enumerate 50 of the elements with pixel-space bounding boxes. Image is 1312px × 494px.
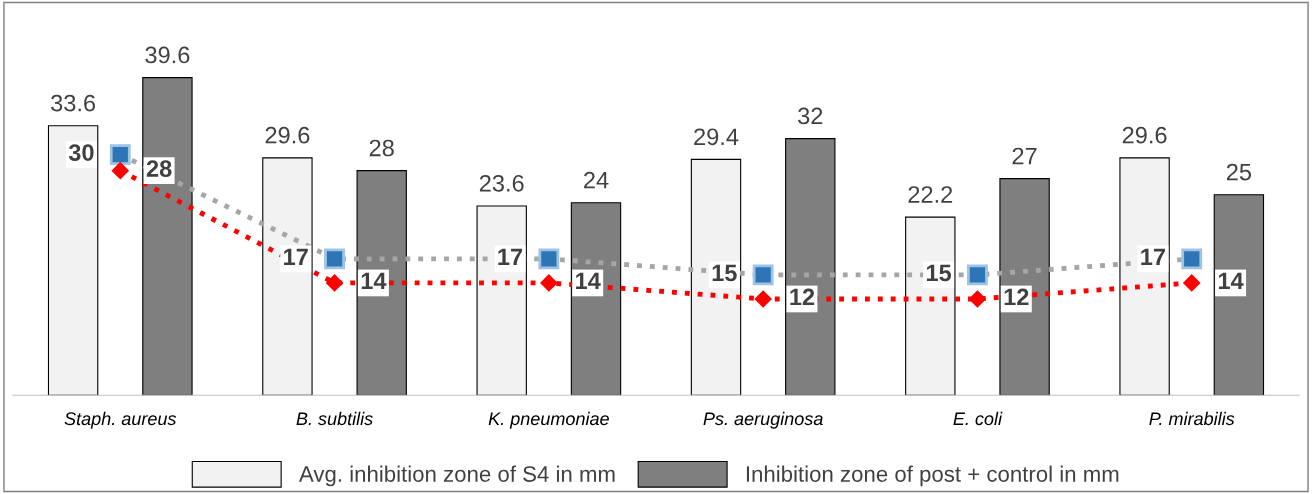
data-label: 12 — [790, 288, 815, 306]
bar — [476, 205, 527, 396]
data-label: 14 — [361, 272, 387, 290]
data-label: 28 — [146, 160, 172, 177]
bar — [999, 178, 1050, 396]
bar — [47, 125, 99, 396]
data-label: 25 — [1226, 163, 1252, 181]
bar — [356, 170, 407, 396]
x-tick-label: K. pneumoniae — [488, 411, 609, 429]
x-tick-label: Ps. aeruginosa — [703, 411, 823, 429]
point — [326, 274, 344, 292]
point — [1183, 274, 1201, 292]
data-label: 17 — [1141, 248, 1165, 265]
data-label: 29.6 — [1122, 126, 1167, 144]
data-label: 17 — [498, 248, 523, 265]
data-label: 15 — [712, 264, 737, 282]
bar — [1119, 157, 1170, 396]
data-label: 15 — [926, 264, 952, 282]
x-tick-label: E. coli — [953, 411, 1003, 426]
point — [968, 290, 986, 308]
data-label: 28 — [369, 139, 394, 157]
legend-label: Inhibition zone of post + control in mm — [746, 465, 1119, 487]
data-label: 33.6 — [51, 94, 96, 112]
data-label: 24 — [584, 171, 609, 189]
data-label: 27 — [1012, 147, 1037, 165]
data-label: 14 — [1218, 272, 1244, 290]
point — [540, 274, 558, 292]
data-label: 39.6 — [145, 46, 190, 64]
bar — [905, 216, 956, 396]
bar — [785, 138, 836, 396]
bar — [1213, 194, 1265, 396]
data-label: 23.6 — [479, 174, 524, 192]
point — [111, 162, 129, 180]
bar — [262, 157, 313, 396]
legend-label: Avg. inhibition zone of S4 in mm — [298, 465, 615, 487]
data-label: 17 — [284, 248, 308, 265]
data-label: 14 — [576, 272, 601, 290]
data-label: 30 — [68, 144, 94, 161]
data-label: 22.2 — [908, 186, 953, 203]
data-label: 32 — [798, 107, 823, 125]
data-label: 29.6 — [265, 126, 310, 144]
x-tick-label: Staph. aureus — [64, 411, 177, 429]
data-label: 29.4 — [694, 128, 739, 146]
bar — [142, 77, 193, 396]
x-tick-label: B. subtilis — [296, 411, 373, 426]
bar — [690, 158, 742, 396]
point — [754, 290, 772, 308]
x-tick-label: P. mirabilis — [1149, 411, 1235, 426]
bar — [570, 202, 622, 396]
data-label: 12 — [1004, 288, 1029, 306]
